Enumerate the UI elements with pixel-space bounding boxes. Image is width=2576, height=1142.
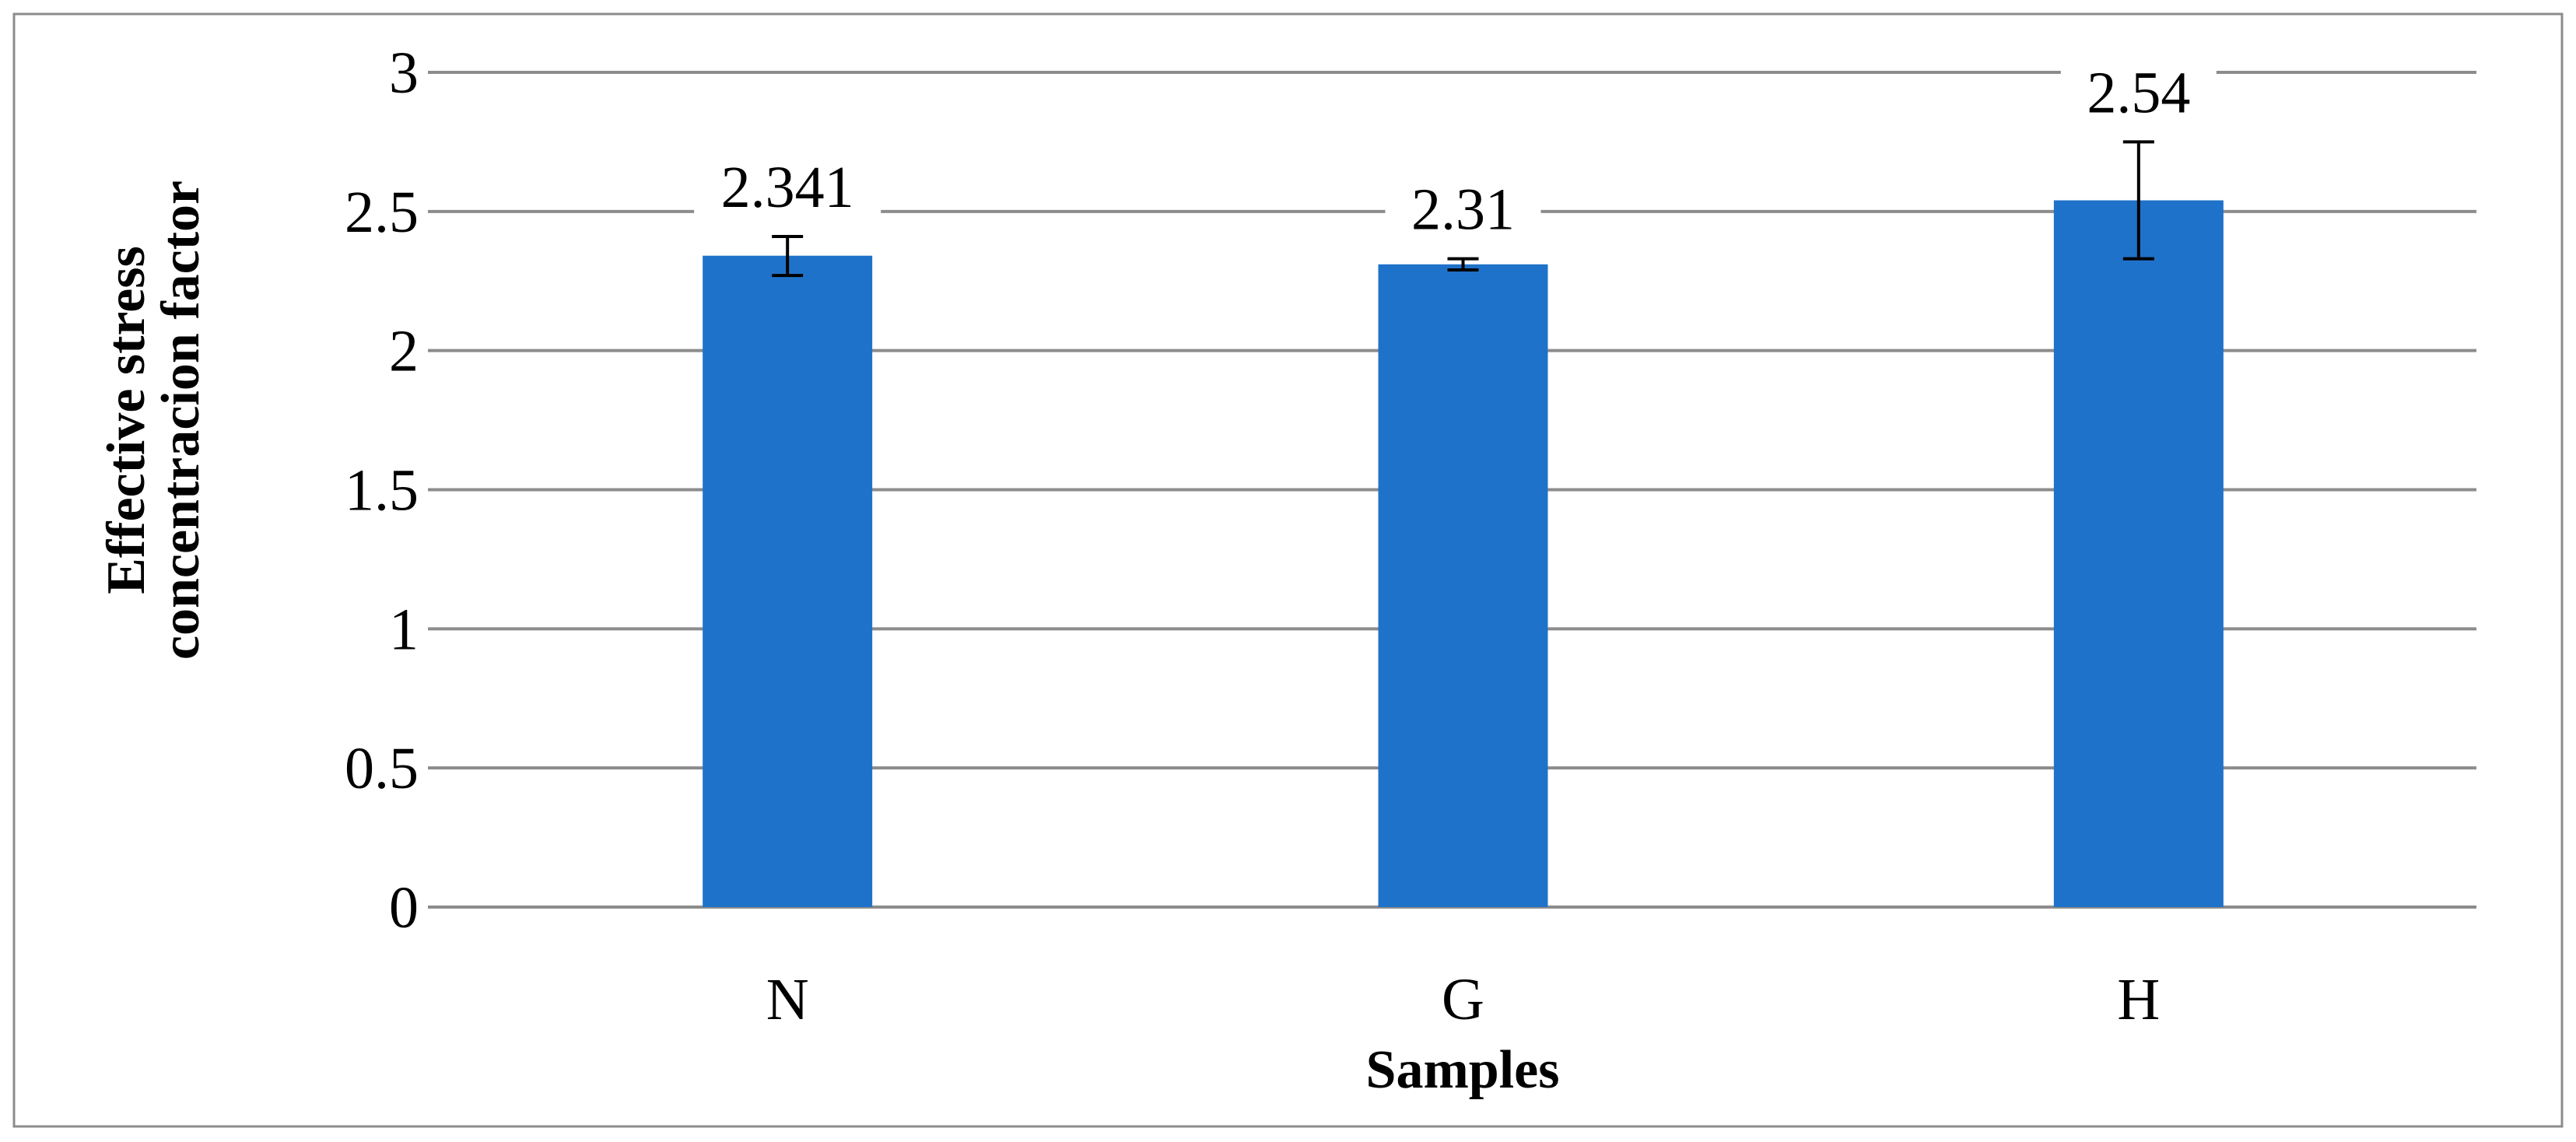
x-axis-title: Samples: [1366, 1040, 1560, 1100]
data-label: 2.54: [2087, 60, 2190, 125]
y-tick-label: 0.5: [345, 736, 419, 801]
y-axis-ticks: 0 0.5 1 1.5 2 2.5 3: [345, 40, 450, 941]
data-label-background: [2060, 61, 2217, 128]
data-labels: 2.341 2.31 2.54: [694, 60, 2217, 245]
error-bar: [772, 235, 804, 278]
error-bar: [2122, 140, 2154, 261]
x-tick-label: H: [2117, 967, 2160, 1032]
y-axis-title-line-1: Effective stress: [96, 246, 156, 594]
x-tick-label: N: [766, 967, 809, 1032]
data-label-background: [694, 156, 881, 223]
y-tick-label: 0: [389, 875, 419, 941]
bar: [2053, 200, 2224, 907]
data-label: 2.341: [721, 155, 854, 220]
y-tick-label: 1.5: [345, 458, 419, 524]
y-tick-label: 2: [389, 319, 419, 384]
y-tick-label: 3: [389, 40, 419, 106]
bar: [703, 255, 873, 907]
error-bars: [772, 140, 2154, 278]
data-label-background: [1385, 177, 1541, 245]
bars: [703, 200, 2224, 907]
y-axis-title: Effective stress concentracion factor: [96, 180, 211, 660]
y-tick-label: 2.5: [345, 180, 419, 245]
error-bar: [1447, 257, 1479, 271]
x-tick-label: G: [1442, 967, 1484, 1032]
y-tick-label: 1: [389, 597, 419, 662]
data-label: 2.31: [1411, 177, 1515, 243]
y-axis-title-line-2: concentracion factor: [151, 180, 211, 660]
bar: [1378, 264, 1548, 907]
